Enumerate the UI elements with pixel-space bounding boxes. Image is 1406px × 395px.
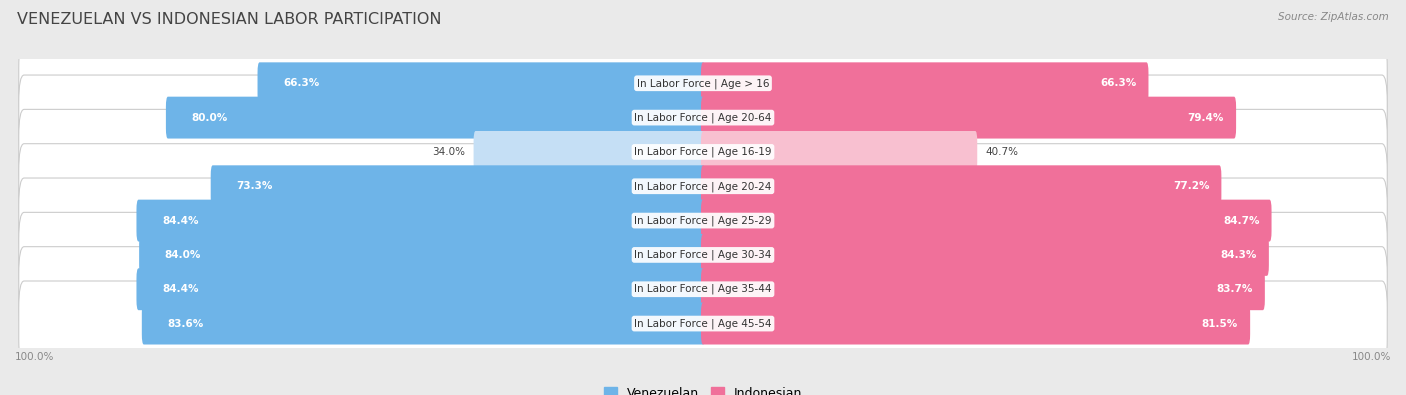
Text: 34.0%: 34.0% (433, 147, 465, 157)
FancyBboxPatch shape (18, 246, 1388, 332)
Text: 77.2%: 77.2% (1173, 181, 1209, 191)
FancyBboxPatch shape (474, 131, 704, 173)
Text: In Labor Force | Age 16-19: In Labor Force | Age 16-19 (634, 147, 772, 157)
FancyBboxPatch shape (702, 166, 1222, 207)
Text: 66.3%: 66.3% (283, 78, 319, 88)
FancyBboxPatch shape (18, 41, 1388, 126)
Text: In Labor Force | Age 20-64: In Labor Force | Age 20-64 (634, 112, 772, 123)
Text: 40.7%: 40.7% (986, 147, 1018, 157)
Text: In Labor Force | Age > 16: In Labor Force | Age > 16 (637, 78, 769, 88)
FancyBboxPatch shape (702, 234, 1268, 276)
FancyBboxPatch shape (18, 144, 1388, 229)
Text: VENEZUELAN VS INDONESIAN LABOR PARTICIPATION: VENEZUELAN VS INDONESIAN LABOR PARTICIPA… (17, 12, 441, 27)
FancyBboxPatch shape (18, 178, 1388, 263)
Text: In Labor Force | Age 45-54: In Labor Force | Age 45-54 (634, 318, 772, 329)
Text: In Labor Force | Age 25-29: In Labor Force | Age 25-29 (634, 215, 772, 226)
FancyBboxPatch shape (702, 62, 1149, 104)
Text: In Labor Force | Age 35-44: In Labor Force | Age 35-44 (634, 284, 772, 295)
FancyBboxPatch shape (211, 166, 704, 207)
FancyBboxPatch shape (18, 213, 1388, 297)
Text: 66.3%: 66.3% (1099, 78, 1136, 88)
FancyBboxPatch shape (702, 199, 1271, 241)
FancyBboxPatch shape (18, 75, 1388, 160)
Text: Source: ZipAtlas.com: Source: ZipAtlas.com (1278, 12, 1389, 22)
FancyBboxPatch shape (18, 281, 1388, 366)
FancyBboxPatch shape (702, 131, 977, 173)
FancyBboxPatch shape (136, 268, 704, 310)
Text: 79.4%: 79.4% (1188, 113, 1225, 122)
Legend: Venezuelan, Indonesian: Venezuelan, Indonesian (599, 382, 807, 395)
FancyBboxPatch shape (702, 268, 1265, 310)
FancyBboxPatch shape (166, 97, 704, 139)
FancyBboxPatch shape (257, 62, 704, 104)
Text: 81.5%: 81.5% (1202, 319, 1239, 329)
FancyBboxPatch shape (142, 303, 704, 344)
Text: 73.3%: 73.3% (236, 181, 273, 191)
Text: 83.6%: 83.6% (167, 319, 204, 329)
Text: 84.4%: 84.4% (162, 284, 198, 294)
Text: In Labor Force | Age 30-34: In Labor Force | Age 30-34 (634, 250, 772, 260)
FancyBboxPatch shape (702, 97, 1236, 139)
FancyBboxPatch shape (702, 303, 1250, 344)
Text: 84.0%: 84.0% (165, 250, 201, 260)
Text: 84.7%: 84.7% (1223, 216, 1260, 226)
FancyBboxPatch shape (139, 234, 704, 276)
Text: 84.3%: 84.3% (1220, 250, 1257, 260)
Text: 84.4%: 84.4% (162, 216, 198, 226)
Text: 83.7%: 83.7% (1216, 284, 1253, 294)
FancyBboxPatch shape (18, 109, 1388, 194)
Text: In Labor Force | Age 20-24: In Labor Force | Age 20-24 (634, 181, 772, 192)
Text: 80.0%: 80.0% (191, 113, 228, 122)
FancyBboxPatch shape (136, 199, 704, 241)
